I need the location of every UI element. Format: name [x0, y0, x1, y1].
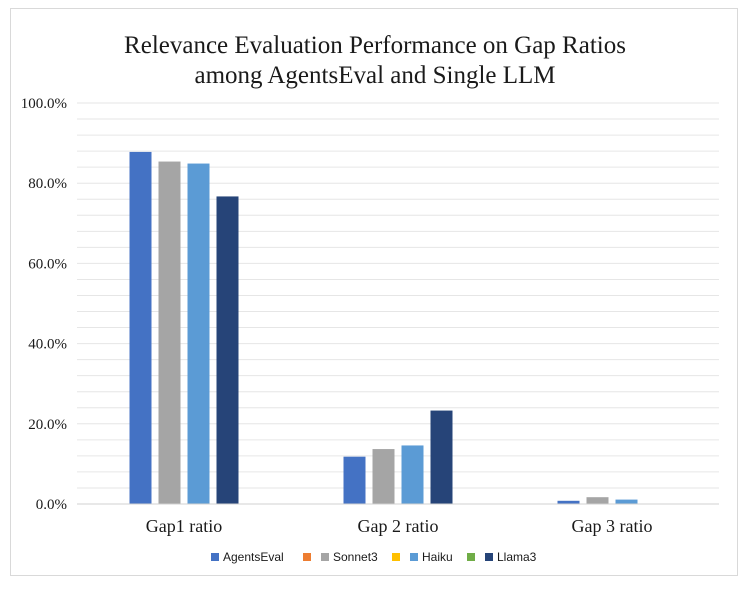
- bar-llama3-2: [430, 410, 453, 504]
- chart-svg: Relevance Evaluation Performance on Gap …: [21, 32, 719, 564]
- legend-swatch: [485, 553, 493, 561]
- y-tick-label: 100.0%: [21, 96, 67, 112]
- legend-swatch: [211, 553, 219, 561]
- legend-swatch: [467, 553, 475, 561]
- legend-swatch: [321, 553, 329, 561]
- y-axis: 0.0% 20.0% 40.0% 60.0% 80.0% 100.0%: [21, 96, 67, 513]
- legend: AgentsEval Sonnet3 Haiku Llama3: [211, 550, 537, 564]
- y-tick-label: 20.0%: [28, 417, 67, 433]
- bar-haiku-3: [615, 499, 638, 504]
- legend-label: AgentsEval: [223, 550, 284, 564]
- y-tick-label: 0.0%: [36, 497, 67, 513]
- chart-container: Relevance Evaluation Performance on Gap …: [10, 8, 738, 576]
- gridlines: [77, 102, 719, 489]
- bar-agentseval-1: [129, 151, 152, 504]
- bar-agentseval-3: [557, 500, 580, 504]
- legend-swatch: [410, 553, 418, 561]
- bar-agentseval-2: [343, 456, 366, 504]
- bar-sonnet3-1: [158, 161, 181, 504]
- bar-sonnet3-2: [372, 449, 395, 504]
- legend-label: Haiku: [422, 550, 453, 564]
- y-tick-label: 60.0%: [28, 256, 67, 272]
- x-category-label: Gap1 ratio: [146, 516, 222, 536]
- legend-swatch: [392, 553, 400, 561]
- x-category-label: Gap 3 ratio: [572, 516, 653, 536]
- legend-swatch: [303, 553, 311, 561]
- bar-sonnet3-3: [586, 497, 609, 504]
- x-category-label: Gap 2 ratio: [358, 516, 439, 536]
- y-tick-label: 40.0%: [28, 337, 67, 353]
- legend-label: Llama3: [497, 550, 537, 564]
- bars: [129, 151, 638, 505]
- chart-title-line-2: among AgentsEval and Single LLM: [194, 62, 555, 89]
- legend-label: Sonnet3: [333, 550, 378, 564]
- bar-llama3-1: [216, 196, 239, 505]
- x-axis: Gap1 ratio Gap 2 ratio Gap 3 ratio: [146, 516, 653, 536]
- chart-title-line-1: Relevance Evaluation Performance on Gap …: [124, 32, 626, 59]
- bar-haiku-1: [187, 163, 210, 504]
- bar-haiku-2: [401, 445, 424, 504]
- y-tick-label: 80.0%: [28, 176, 67, 192]
